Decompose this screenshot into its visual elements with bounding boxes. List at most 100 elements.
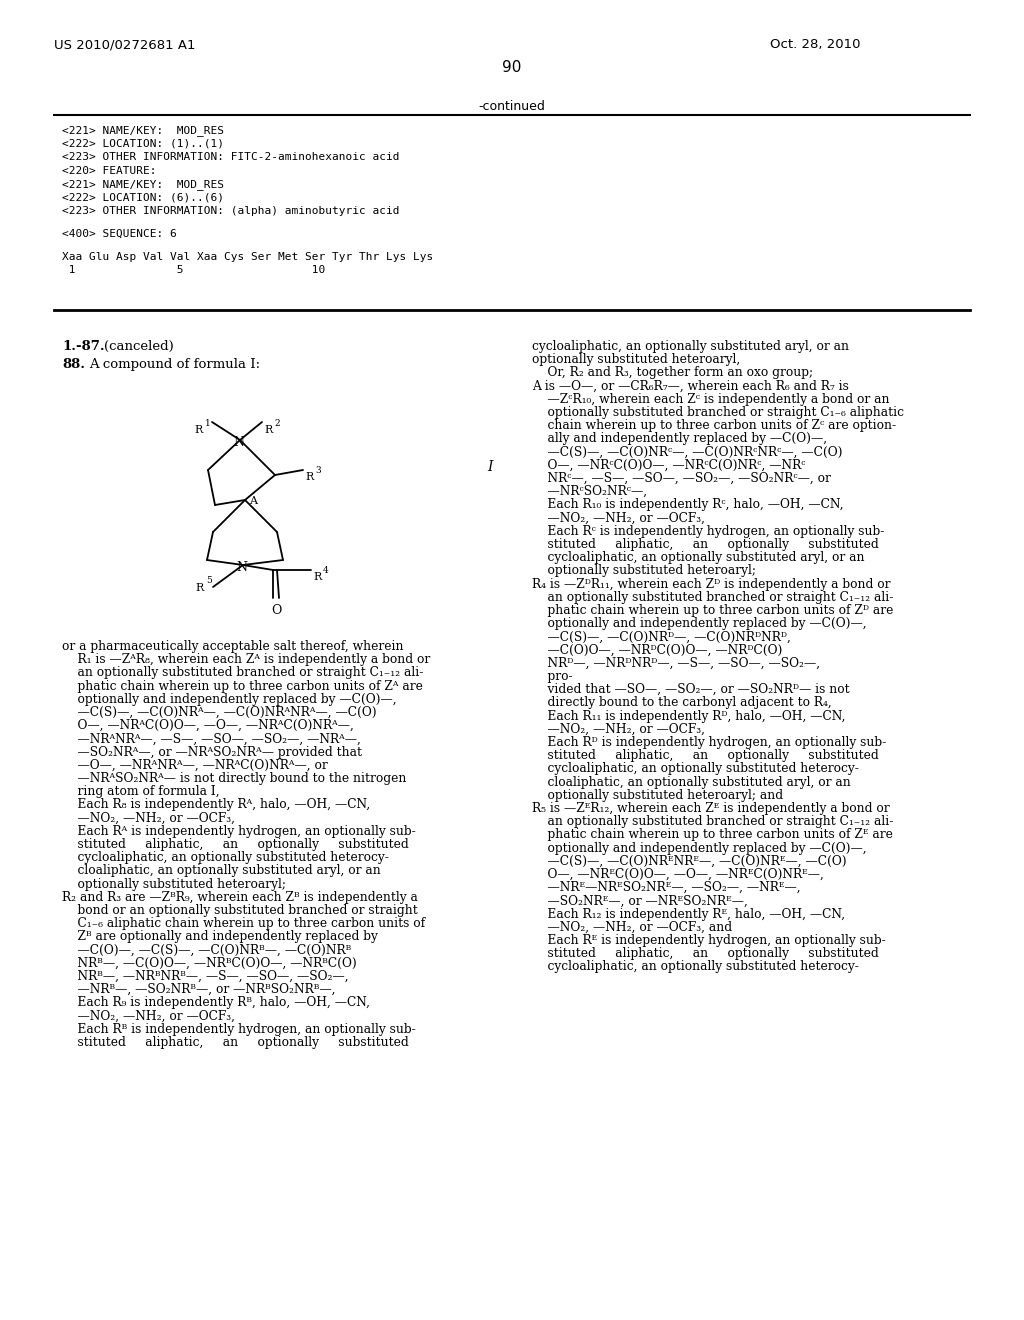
Text: or a pharmaceutically acceptable salt thereof, wherein: or a pharmaceutically acceptable salt th…	[62, 640, 403, 653]
Text: <221> NAME/KEY:  MOD_RES: <221> NAME/KEY: MOD_RES	[62, 180, 224, 190]
Text: I: I	[487, 459, 493, 474]
Text: optionally substituted branched or straight C₁₋₆ aliphatic: optionally substituted branched or strai…	[532, 407, 904, 418]
Text: <223> OTHER INFORMATION: FITC-2-aminohexanoic acid: <223> OTHER INFORMATION: FITC-2-aminohex…	[62, 152, 399, 162]
Text: optionally substituted heteroaryl;: optionally substituted heteroaryl;	[532, 565, 756, 577]
Text: —C(S)—, —C(O)NRᴰ—, —C(O)NRᴰNRᴰ,: —C(S)—, —C(O)NRᴰ—, —C(O)NRᴰNRᴰ,	[532, 631, 791, 643]
Text: R: R	[194, 425, 203, 436]
Text: —NO₂, —NH₂, or —OCF₃,: —NO₂, —NH₂, or —OCF₃,	[62, 1010, 234, 1023]
Text: —O—, —NRᴬNRᴬ—, —NRᴬC(O)NRᴬ—, or: —O—, —NRᴬNRᴬ—, —NRᴬC(O)NRᴬ—, or	[62, 759, 328, 772]
Text: <400> SEQUENCE: 6: <400> SEQUENCE: 6	[62, 228, 177, 239]
Text: —NRᴮ—, —SO₂NRᴮ—, or —NRᴮSO₂NRᴮ—,: —NRᴮ—, —SO₂NRᴮ—, or —NRᴮSO₂NRᴮ—,	[62, 983, 336, 997]
Text: cloaliphatic, an optionally substituted aryl, or an: cloaliphatic, an optionally substituted …	[62, 865, 381, 878]
Text: stituted     aliphatic,     an     optionally     substituted: stituted aliphatic, an optionally substi…	[62, 1036, 409, 1049]
Text: pro-: pro-	[532, 671, 572, 682]
Text: cloaliphatic, an optionally substituted aryl, or an: cloaliphatic, an optionally substituted …	[532, 776, 851, 788]
Text: A: A	[249, 496, 257, 506]
Text: optionally and independently replaced by —C(O)—,: optionally and independently replaced by…	[62, 693, 396, 706]
Text: NRᴮ—, —C(O)O—, —NRᴮC(O)O—, —NRᴮC(O): NRᴮ—, —C(O)O—, —NRᴮC(O)O—, —NRᴮC(O)	[62, 957, 356, 970]
Text: an optionally substituted branched or straight C₁₋₁₂ ali-: an optionally substituted branched or st…	[62, 667, 423, 680]
Text: phatic chain wherein up to three carbon units of Zᴰ are: phatic chain wherein up to three carbon …	[532, 605, 893, 616]
Text: —NRᴬNRᴬ—, —S—, —SO—, —SO₂—, —NRᴬ—,: —NRᴬNRᴬ—, —S—, —SO—, —SO₂—, —NRᴬ—,	[62, 733, 360, 746]
Text: O—, —NRᴱC(O)O—, —O—, —NRᴱC(O)NRᴱ—,: O—, —NRᴱC(O)O—, —O—, —NRᴱC(O)NRᴱ—,	[532, 869, 824, 880]
Text: cycloaliphatic, an optionally substituted heterocy-: cycloaliphatic, an optionally substitute…	[532, 763, 859, 775]
Text: US 2010/0272681 A1: US 2010/0272681 A1	[54, 38, 196, 51]
Text: Each R₁₀ is independently Rᶜ, halo, —OH, —CN,: Each R₁₀ is independently Rᶜ, halo, —OH,…	[532, 499, 844, 511]
Text: Oct. 28, 2010: Oct. 28, 2010	[770, 38, 860, 51]
Text: 5: 5	[206, 576, 212, 585]
Text: optionally and independently replaced by —C(O)—,: optionally and independently replaced by…	[532, 618, 866, 630]
Text: 90: 90	[503, 59, 521, 75]
Text: an optionally substituted branched or straight C₁₋₁₂ ali-: an optionally substituted branched or st…	[532, 591, 893, 603]
Text: R₁ is —ZᴬR₈, wherein each Zᴬ is independently a bond or: R₁ is —ZᴬR₈, wherein each Zᴬ is independ…	[62, 653, 430, 667]
Text: R: R	[264, 425, 272, 436]
Text: N: N	[236, 561, 247, 574]
Text: Each Rᴮ is independently hydrogen, an optionally sub-: Each Rᴮ is independently hydrogen, an op…	[62, 1023, 416, 1036]
Text: —C(S)—, —C(O)NRᴬ—, —C(O)NRᴬNRᴬ—, —C(O): —C(S)—, —C(O)NRᴬ—, —C(O)NRᴬNRᴬ—, —C(O)	[62, 706, 377, 719]
Text: cycloaliphatic, an optionally substituted aryl, or an: cycloaliphatic, an optionally substitute…	[532, 552, 864, 564]
Text: 1.-87.: 1.-87.	[62, 341, 104, 352]
Text: —C(O)O—, —NRᴰC(O)O—, —NRᴰC(O): —C(O)O—, —NRᴰC(O)O—, —NRᴰC(O)	[532, 644, 782, 656]
Text: 2: 2	[274, 418, 280, 428]
Text: <222> LOCATION: (1)..(1): <222> LOCATION: (1)..(1)	[62, 139, 224, 149]
Text: stituted     aliphatic,     an     optionally     substituted: stituted aliphatic, an optionally substi…	[62, 838, 409, 851]
Text: —NRᶜSO₂NRᶜ—,: —NRᶜSO₂NRᶜ—,	[532, 486, 647, 498]
Text: Each Rᶜ is independently hydrogen, an optionally sub-: Each Rᶜ is independently hydrogen, an op…	[532, 525, 885, 537]
Text: Xaa Glu Asp Val Val Xaa Cys Ser Met Ser Tyr Thr Lys Lys: Xaa Glu Asp Val Val Xaa Cys Ser Met Ser …	[62, 252, 433, 261]
Text: Each R₁₁ is independently Rᴰ, halo, —OH, —CN,: Each R₁₁ is independently Rᴰ, halo, —OH,…	[532, 710, 846, 722]
Text: —NRᴬSO₂NRᴬ— is not directly bound to the nitrogen: —NRᴬSO₂NRᴬ— is not directly bound to the…	[62, 772, 407, 785]
Text: R: R	[195, 583, 203, 593]
Text: —SO₂NRᴬ—, or —NRᴬSO₂NRᴬ— provided that: —SO₂NRᴬ—, or —NRᴬSO₂NRᴬ— provided that	[62, 746, 362, 759]
Text: <221> NAME/KEY:  MOD_RES: <221> NAME/KEY: MOD_RES	[62, 125, 224, 136]
Text: —C(S)—, —C(O)NRᴱNRᴱ—, —C(O)NRᴱ—, —C(O): —C(S)—, —C(O)NRᴱNRᴱ—, —C(O)NRᴱ—, —C(O)	[532, 855, 847, 867]
Text: chain wherein up to three carbon units of Zᶜ are option-: chain wherein up to three carbon units o…	[532, 420, 896, 432]
Text: Each Rᴬ is independently hydrogen, an optionally sub-: Each Rᴬ is independently hydrogen, an op…	[62, 825, 416, 838]
Text: A compound of formula I:: A compound of formula I:	[89, 358, 260, 371]
Text: —SO₂NRᴱ—, or —NRᴱSO₂NRᴱ—,: —SO₂NRᴱ—, or —NRᴱSO₂NRᴱ—,	[532, 895, 748, 907]
Text: NRᴰ—, —NRᴰNRᴰ—, —S—, —SO—, —SO₂—,: NRᴰ—, —NRᴰNRᴰ—, —S—, —SO—, —SO₂—,	[532, 657, 820, 669]
Text: —C(S)—, —C(O)NRᶜ—, —C(O)NRᶜNRᶜ—, —C(O): —C(S)—, —C(O)NRᶜ—, —C(O)NRᶜNRᶜ—, —C(O)	[532, 446, 843, 458]
Text: —NO₂, —NH₂, or —OCF₃, and: —NO₂, —NH₂, or —OCF₃, and	[532, 921, 732, 933]
Text: bond or an optionally substituted branched or straight: bond or an optionally substituted branch…	[62, 904, 418, 917]
Text: Each R₁₂ is independently Rᴱ, halo, —OH, —CN,: Each R₁₂ is independently Rᴱ, halo, —OH,…	[532, 908, 845, 920]
Text: NRᴮ—, —NRᴮNRᴮ—, —S—, —SO—, —SO₂—,: NRᴮ—, —NRᴮNRᴮ—, —S—, —SO—, —SO₂—,	[62, 970, 348, 983]
Text: optionally and independently replaced by —C(O)—,: optionally and independently replaced by…	[532, 842, 866, 854]
Text: NRᶜ—, —S—, —SO—, —SO₂—, —SO₂NRᶜ—, or: NRᶜ—, —S—, —SO—, —SO₂—, —SO₂NRᶜ—, or	[532, 473, 830, 484]
Text: directly bound to the carbonyl adjacent to R₄,: directly bound to the carbonyl adjacent …	[532, 697, 831, 709]
Text: <220> FEATURE:: <220> FEATURE:	[62, 165, 157, 176]
Text: R: R	[305, 473, 313, 482]
Text: Or, R₂ and R₃, together form an oxo group;: Or, R₂ and R₃, together form an oxo grou…	[532, 367, 813, 379]
Text: R₂ and R₃ are —ZᴮR₉, wherein each Zᴮ is independently a: R₂ and R₃ are —ZᴮR₉, wherein each Zᴮ is …	[62, 891, 418, 904]
Text: stituted     aliphatic,     an     optionally     substituted: stituted aliphatic, an optionally substi…	[532, 948, 879, 960]
Text: stituted     aliphatic,     an     optionally     substituted: stituted aliphatic, an optionally substi…	[532, 539, 879, 550]
Text: R₄ is —ZᴰR₁₁, wherein each Zᴰ is independently a bond or: R₄ is —ZᴰR₁₁, wherein each Zᴰ is indepen…	[532, 578, 891, 590]
Text: Each R₉ is independently Rᴮ, halo, —OH, —CN,: Each R₉ is independently Rᴮ, halo, —OH, …	[62, 997, 370, 1010]
Text: optionally substituted heteroaryl;: optionally substituted heteroaryl;	[62, 878, 286, 891]
Text: <223> OTHER INFORMATION: (alpha) aminobutyric acid: <223> OTHER INFORMATION: (alpha) aminobu…	[62, 206, 399, 216]
Text: <222> LOCATION: (6)..(6): <222> LOCATION: (6)..(6)	[62, 193, 224, 202]
Text: R₅ is —ZᴱR₁₂, wherein each Zᴱ is independently a bond or: R₅ is —ZᴱR₁₂, wherein each Zᴱ is indepen…	[532, 803, 890, 814]
Text: ally and independently replaced by —C(O)—,: ally and independently replaced by —C(O)…	[532, 433, 827, 445]
Text: an optionally substituted branched or straight C₁₋₁₂ ali-: an optionally substituted branched or st…	[532, 816, 893, 828]
Text: cycloaliphatic, an optionally substituted aryl, or an: cycloaliphatic, an optionally substitute…	[532, 341, 849, 352]
Text: -continued: -continued	[478, 100, 546, 114]
Text: Each Rᴰ is independently hydrogen, an optionally sub-: Each Rᴰ is independently hydrogen, an op…	[532, 737, 886, 748]
Text: O: O	[271, 605, 282, 616]
Text: optionally substituted heteroaryl; and: optionally substituted heteroaryl; and	[532, 789, 783, 801]
Text: cycloaliphatic, an optionally substituted heterocy-: cycloaliphatic, an optionally substitute…	[532, 961, 859, 973]
Text: optionally substituted heteroaryl,: optionally substituted heteroaryl,	[532, 354, 740, 366]
Text: —ZᶜR₁₀, wherein each Zᶜ is independently a bond or an: —ZᶜR₁₀, wherein each Zᶜ is independently…	[532, 393, 890, 405]
Text: phatic chain wherein up to three carbon units of Zᴱ are: phatic chain wherein up to three carbon …	[532, 829, 893, 841]
Text: —C(O)—, —C(S)—, —C(O)NRᴮ—, —C(O)NRᴮ: —C(O)—, —C(S)—, —C(O)NRᴮ—, —C(O)NRᴮ	[62, 944, 351, 957]
Text: N: N	[233, 436, 244, 449]
Text: cycloaliphatic, an optionally substituted heterocy-: cycloaliphatic, an optionally substitute…	[62, 851, 389, 865]
Text: Zᴮ are optionally and independently replaced by: Zᴮ are optionally and independently repl…	[62, 931, 378, 944]
Text: 88.: 88.	[62, 358, 85, 371]
Text: 1               5                   10: 1 5 10	[62, 265, 326, 276]
Text: O—, —NRᶜC(O)O—, —NRᶜC(O)NRᶜ, —NRᶜ: O—, —NRᶜC(O)O—, —NRᶜC(O)NRᶜ, —NRᶜ	[532, 459, 806, 471]
Text: 3: 3	[315, 466, 321, 475]
Text: (canceled): (canceled)	[104, 341, 174, 352]
Text: C₁₋₆ aliphatic chain wherein up to three carbon units of: C₁₋₆ aliphatic chain wherein up to three…	[62, 917, 425, 931]
Text: —NO₂, —NH₂, or —OCF₃,: —NO₂, —NH₂, or —OCF₃,	[532, 723, 705, 735]
Text: 4: 4	[323, 566, 329, 576]
Text: ring atom of formula I,: ring atom of formula I,	[62, 785, 219, 799]
